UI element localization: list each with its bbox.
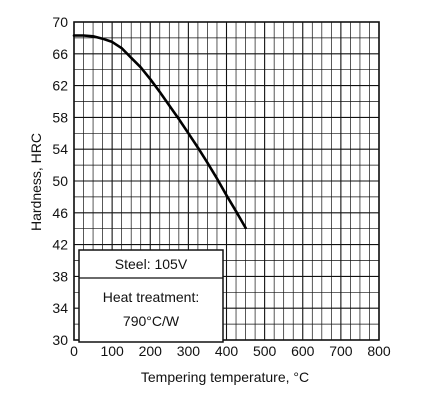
annotation-box: Steel: 105V Heat treatment: 790°C/W [78, 249, 224, 343]
x-tick-labels: 0 100 200 300 400 500 600 700 800 [70, 343, 391, 359]
x-tick-label: 500 [253, 343, 277, 359]
annotation-heat-treatment-value: 790°C/W [123, 313, 180, 329]
y-tick-label: 42 [52, 237, 68, 253]
x-tick-label: 300 [177, 343, 201, 359]
y-tick-label: 66 [52, 46, 68, 62]
x-tick-label: 400 [215, 343, 239, 359]
x-tick-label: 600 [291, 343, 315, 359]
y-tick-label: 62 [52, 78, 68, 94]
series-line-0 [72, 34, 247, 230]
x-tick-label: 800 [367, 343, 391, 359]
x-axis-label: Tempering temperature, °C [141, 369, 309, 385]
y-tick-label: 38 [52, 268, 68, 284]
x-tick-label: 200 [139, 343, 163, 359]
x-tick-label: 0 [70, 343, 78, 359]
y-tick-label: 34 [52, 300, 68, 316]
y-tick-labels: 30 34 38 42 46 50 54 58 62 66 70 [52, 14, 68, 348]
annotation-steel: Steel: 105V [115, 256, 188, 272]
plot-frame [73, 21, 380, 341]
x-tick-label: 100 [100, 343, 124, 359]
x-tick-label: 700 [329, 343, 353, 359]
y-axis-label: Hardness, HRC [28, 133, 44, 231]
y-tick-label: 30 [52, 332, 68, 348]
annotation-heat-treatment: Heat treatment: [103, 289, 200, 305]
y-tick-label: 70 [52, 14, 68, 30]
y-tick-label: 58 [52, 109, 68, 125]
series-group [72, 34, 247, 230]
y-tick-label: 50 [52, 173, 68, 189]
annotation-box-frame [78, 249, 224, 343]
y-tick-label: 46 [52, 205, 68, 221]
y-tick-label: 54 [52, 141, 68, 157]
